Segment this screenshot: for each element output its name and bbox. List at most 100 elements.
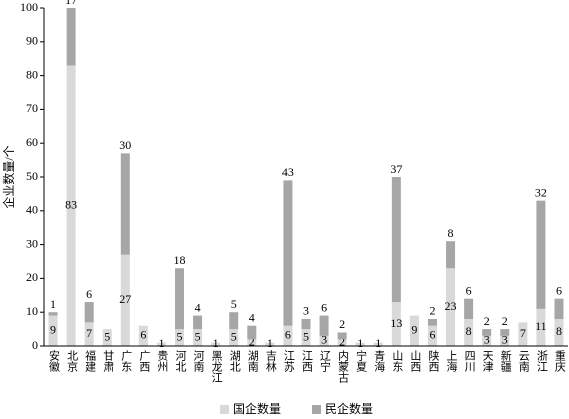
data-label: 18 xyxy=(174,253,186,267)
bar-segment xyxy=(247,325,257,340)
x-tick-label: 四川 xyxy=(463,350,476,372)
bar-segment xyxy=(446,268,456,346)
bar-segment xyxy=(355,342,365,346)
data-label: 11 xyxy=(535,319,547,333)
x-tick-label: 河北 xyxy=(174,350,187,372)
bar-segment xyxy=(229,329,239,346)
bar-segment xyxy=(229,312,239,330)
x-tick-label: 河南 xyxy=(192,350,205,372)
data-label: 2 xyxy=(429,304,435,318)
y-tick-label: 0 xyxy=(32,338,38,352)
bar-segment xyxy=(193,315,203,330)
data-label: 5 xyxy=(303,329,309,343)
data-label: 3 xyxy=(502,333,508,347)
x-tick-label: 宁夏 xyxy=(355,349,368,372)
data-label: 17 xyxy=(65,0,77,7)
bar-segment xyxy=(138,325,148,346)
bar-segment xyxy=(265,342,275,346)
bar-segment xyxy=(120,153,130,255)
y-tick-label: 30 xyxy=(26,236,38,250)
bar-segment xyxy=(283,325,293,346)
bar-segment xyxy=(283,180,293,326)
bar-segment xyxy=(536,200,546,309)
data-label: 23 xyxy=(445,299,457,313)
x-tick-label: 广东 xyxy=(120,350,133,372)
data-label: 8 xyxy=(556,324,562,338)
data-label: 5 xyxy=(104,329,110,343)
data-label: 1 xyxy=(357,336,363,350)
x-tick-label: 云南 xyxy=(517,350,530,372)
bar-segment xyxy=(409,315,419,346)
legend-label: 民企数量 xyxy=(325,401,373,416)
data-label: 3 xyxy=(303,304,309,318)
data-label: 6 xyxy=(556,283,562,297)
bar-segment xyxy=(391,177,401,303)
bar-segment xyxy=(175,329,185,346)
bar-segment xyxy=(48,315,58,346)
data-label: 9 xyxy=(50,323,56,337)
bar-segment xyxy=(482,335,492,346)
data-label: 2 xyxy=(249,334,255,348)
bar-segment xyxy=(554,298,564,319)
data-label: 6 xyxy=(429,328,435,342)
bar-segment xyxy=(464,318,474,346)
x-tick-label: 辽宁 xyxy=(319,350,332,372)
bar-segment xyxy=(500,335,510,346)
bar-segment xyxy=(247,339,257,346)
data-label: 2 xyxy=(502,314,508,328)
bar-segment xyxy=(427,318,437,326)
bar-segment xyxy=(391,302,401,346)
y-axis-label: 企业数量/个 xyxy=(1,145,16,208)
data-label: 37 xyxy=(390,162,402,176)
data-label: 2 xyxy=(484,314,490,328)
y-tick-label: 60 xyxy=(26,135,38,149)
bar-segment xyxy=(518,322,528,346)
x-tick-label: 江西 xyxy=(300,350,313,372)
bar-segment xyxy=(84,322,94,346)
y-tick-label: 100 xyxy=(20,0,38,14)
data-label: 5 xyxy=(177,329,183,343)
y-tick-label: 50 xyxy=(26,169,38,183)
bar-segment xyxy=(446,241,456,269)
x-tick-label: 广西 xyxy=(138,350,151,372)
data-label: 3 xyxy=(484,333,490,347)
data-label: 8 xyxy=(466,324,472,338)
x-tick-label: 陕西 xyxy=(427,349,440,372)
x-tick-label: 北京 xyxy=(66,350,79,373)
data-label: 4 xyxy=(249,310,255,324)
x-tick-label: 山东 xyxy=(391,350,404,372)
bar-segment xyxy=(102,329,112,346)
x-tick-label: 新疆 xyxy=(499,349,512,372)
data-label: 1 xyxy=(158,336,164,350)
bar-segment xyxy=(120,254,130,346)
bar-segment xyxy=(156,342,166,346)
bar-segment xyxy=(554,318,564,346)
data-label: 6 xyxy=(321,300,327,314)
bar-segment xyxy=(319,315,329,336)
x-tick-label: 黑龙江 xyxy=(210,350,223,383)
y-tick-label: 90 xyxy=(26,34,38,48)
data-label: 7 xyxy=(520,326,526,340)
data-label: 5 xyxy=(231,329,237,343)
bar-segment xyxy=(464,298,474,319)
data-label: 9 xyxy=(411,323,417,337)
bar-segment xyxy=(193,329,203,346)
data-label: 7 xyxy=(86,326,92,340)
data-label: 83 xyxy=(65,197,77,211)
bar-segment xyxy=(373,342,383,346)
bar-segment xyxy=(427,325,437,346)
bar-segment xyxy=(66,8,76,66)
data-label: 1 xyxy=(375,336,381,350)
data-label: 43 xyxy=(282,165,294,179)
data-label: 6 xyxy=(285,328,291,342)
x-tick-label: 天津 xyxy=(481,350,494,372)
bar-segment xyxy=(482,329,492,336)
bar-segment xyxy=(301,318,311,330)
data-label: 32 xyxy=(535,185,547,199)
data-label: 30 xyxy=(119,138,131,152)
y-tick-label: 10 xyxy=(26,304,38,318)
bar-segment xyxy=(48,312,58,316)
x-tick-label: 甘肃 xyxy=(102,350,115,373)
data-label: 5 xyxy=(195,329,201,343)
bar-segment xyxy=(66,65,76,347)
